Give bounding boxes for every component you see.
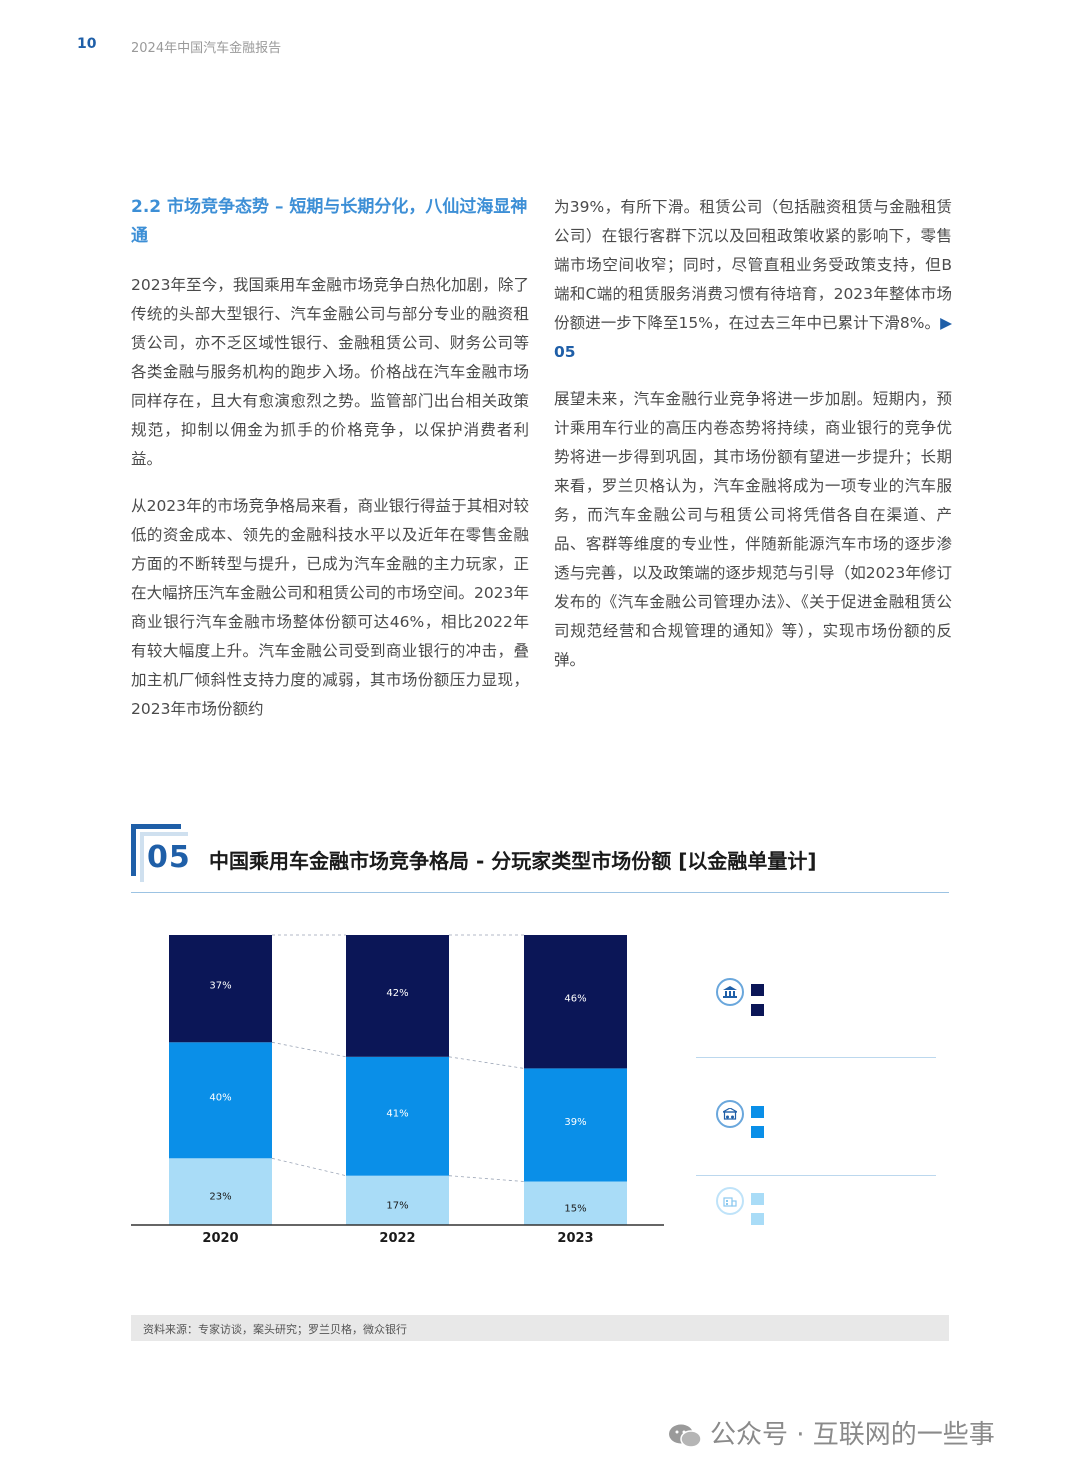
bank-icon [716, 978, 744, 1006]
legend-item-leasing [716, 1187, 776, 1227]
data-label: 39% [564, 1117, 586, 1128]
body-paragraph: 2023年至今，我国乘用车金融市场竞争白热化加剧，除了传统的头部大型银行、汽车金… [131, 276, 529, 468]
data-label: 41% [386, 1108, 408, 1119]
leasing-company-icon [716, 1187, 744, 1215]
bar-segment [346, 1175, 449, 1225]
body-paragraph: 从2023年的市场竞争格局来看，商业银行得益于其相对较低的资金成本、领先的金融科… [131, 497, 529, 718]
source-note: 资料来源：专家访谈，案头研究；罗兰贝格，微众银行 [131, 1315, 949, 1341]
bracket-dark [131, 824, 181, 876]
legend-swatch-leasing [751, 1213, 764, 1225]
left-column: 2.2 市场竞争态势 – 短期与长期分化，八仙过海显神通 2023年至今，我国乘… [131, 193, 529, 742]
figure-title: 中国乘用车金融市场竞争格局 - 分玩家类型市场份额 [以金融单量计] [209, 849, 817, 873]
data-label: 42% [386, 988, 408, 999]
legend-swatch-auto-finance [751, 1106, 764, 1118]
connector-line [271, 1041, 347, 1058]
data-label: 40% [209, 1092, 231, 1103]
body-paragraph: 为39%，有所下滑。租赁公司（包括融资租赁与金融租赁公司）在银行客群下沉以及回租… [554, 193, 952, 367]
bar-segment [169, 935, 272, 1043]
legend-divider [696, 1057, 936, 1058]
legend-item-auto-finance [716, 1100, 776, 1140]
source-text: 资料来源：专家访谈，案头研究；罗兰贝格，微众银行 [143, 1323, 407, 1336]
market-share-chart: 23% 40% 37% 17% 41% 42% 15% 39% 46% 2020 2022 2023 [131, 934, 664, 1246]
bar-segment [524, 935, 627, 1069]
bar-segment [524, 1181, 627, 1225]
connector-line [448, 1056, 525, 1069]
legend-swatch-leasing [751, 1193, 764, 1205]
right-column: 为39%，有所下滑。租赁公司（包括融资租赁与金融租赁公司）在银行客群下沉以及回租… [554, 193, 952, 693]
bar-segment [169, 1158, 272, 1225]
legend-swatch-auto-finance [751, 1126, 764, 1138]
bar-segment [346, 935, 449, 1057]
running-title: 2024年中国汽车金融报告 [131, 41, 282, 56]
legend-swatch-bank [751, 984, 764, 996]
x-tick-label: 2020 [202, 1231, 238, 1246]
data-label: 46% [564, 994, 586, 1005]
wechat-icon [668, 1423, 702, 1449]
legend-swatch-bank [751, 1004, 764, 1016]
body-text: 为39%，有所下滑。租赁公司（包括融资租赁与金融租赁公司）在银行客群下沉以及回租… [554, 198, 952, 332]
data-label: 23% [209, 1192, 231, 1203]
legend-divider [696, 1175, 936, 1176]
connector-line [271, 1157, 347, 1177]
bracket-light [140, 832, 188, 882]
bar-segment [169, 1042, 272, 1159]
section-heading: 2.2 市场竞争态势 – 短期与长期分化，八仙过海显神通 [131, 197, 528, 246]
watermark: 公众号 · 互联网的一些事 [668, 1414, 995, 1451]
x-tick-label: 2023 [557, 1231, 593, 1246]
connector-line [448, 1175, 525, 1182]
figure-number: 05 [147, 840, 191, 875]
figure-ref-link[interactable]: ▶ 05 [554, 314, 952, 361]
bar-segment [524, 1068, 627, 1182]
data-label: 15% [564, 1203, 586, 1214]
page-number: 10 [77, 36, 97, 52]
figure-number-bracket [131, 824, 189, 882]
data-label: 37% [209, 981, 231, 992]
legend-item-bank [716, 978, 776, 1018]
body-paragraph: 展望未来，汽车金融行业竞争将进一步加剧。短期内，预计乘用车行业的高压内卷态势将持… [554, 390, 952, 669]
bar-segment [346, 1056, 449, 1176]
figure-title-rule [131, 892, 949, 893]
data-label: 17% [386, 1200, 408, 1211]
watermark-text: 公众号 · 互联网的一些事 [710, 1420, 995, 1450]
auto-finance-company-icon [716, 1100, 744, 1128]
x-tick-label: 2022 [379, 1231, 415, 1246]
